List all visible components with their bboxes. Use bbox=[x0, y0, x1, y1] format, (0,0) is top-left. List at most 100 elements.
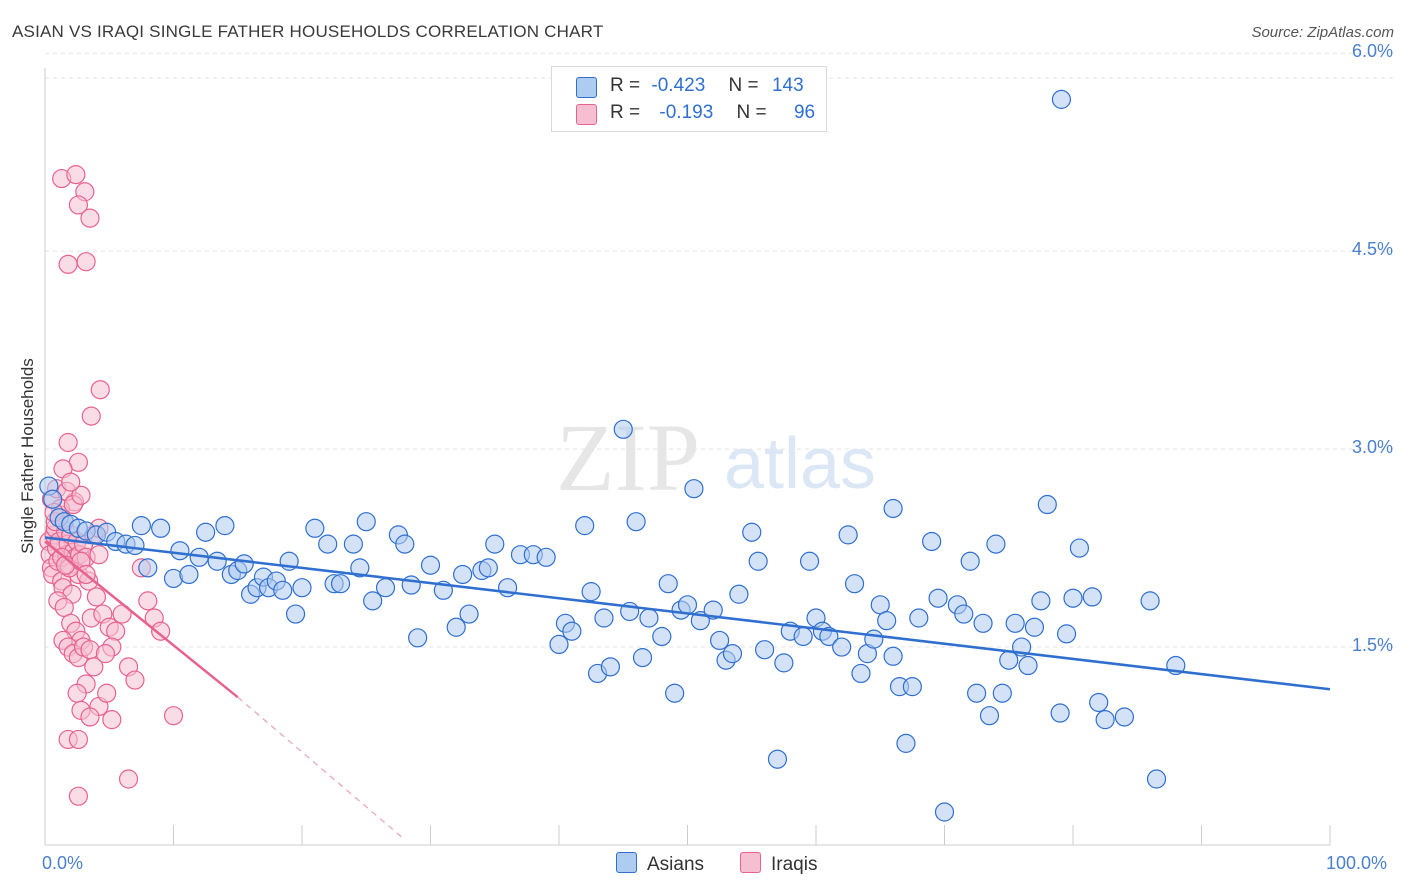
asian-point bbox=[1018, 655, 1038, 676]
iraqi-point bbox=[68, 786, 89, 806]
asian-point bbox=[626, 512, 646, 532]
x-tick-label-max: 100.0% bbox=[1326, 853, 1388, 873]
asian-point bbox=[658, 574, 678, 594]
asian-point bbox=[478, 558, 498, 578]
iraqi-point bbox=[89, 545, 109, 565]
asian-point bbox=[632, 648, 653, 668]
iraqi-point bbox=[106, 621, 126, 641]
iraqi-point bbox=[80, 707, 100, 727]
iraqi-point bbox=[71, 485, 91, 505]
asian-point bbox=[234, 554, 254, 574]
asian-point bbox=[639, 608, 659, 628]
asian-point bbox=[613, 419, 633, 439]
asian-point bbox=[395, 534, 415, 554]
asian-point bbox=[819, 626, 839, 647]
bottom-legend-label-asians: Asians bbox=[647, 854, 705, 875]
asian-point bbox=[684, 479, 704, 499]
asian-point bbox=[273, 580, 293, 600]
asian-point bbox=[170, 541, 190, 561]
legend-r-label: R = bbox=[610, 75, 641, 96]
x-tick-label-min: 0.0% bbox=[42, 853, 84, 873]
legend-r-value-asians: -0.423 bbox=[651, 75, 706, 96]
y-tick-label: 1.5% bbox=[1351, 635, 1393, 656]
asian-point bbox=[710, 630, 730, 651]
asian-point bbox=[883, 646, 903, 666]
iraqi-point bbox=[66, 165, 86, 185]
asian-point bbox=[729, 584, 749, 604]
iraqi-points bbox=[39, 165, 184, 806]
iraqi-point bbox=[81, 406, 101, 426]
iraqi-point bbox=[118, 769, 139, 789]
iraqi-point bbox=[58, 432, 78, 453]
asian-point bbox=[408, 628, 428, 648]
asian-point bbox=[1069, 538, 1090, 558]
asian-point bbox=[1051, 89, 1072, 109]
iraqi-point bbox=[58, 254, 78, 274]
trend-lines bbox=[44, 536, 1331, 841]
iraqis-trend-extension bbox=[237, 696, 406, 841]
asian-point bbox=[485, 534, 505, 554]
asian-point bbox=[844, 574, 865, 594]
asian-point bbox=[922, 531, 942, 552]
asian-point bbox=[992, 683, 1012, 703]
iraqi-point bbox=[86, 587, 107, 607]
correlation-legend: R = -0.423 N = 143 R = -0.193 N = 96 bbox=[551, 66, 827, 132]
asians-trend-line bbox=[44, 536, 1331, 691]
iraqi-point bbox=[68, 729, 89, 750]
iraqi-point bbox=[90, 380, 110, 400]
axes bbox=[44, 68, 1331, 846]
legend-r-label: R = bbox=[610, 102, 641, 123]
iraqi-point bbox=[95, 644, 115, 664]
asian-point bbox=[851, 663, 871, 684]
asian-point bbox=[979, 706, 1000, 726]
legend-n-value-asians: 143 bbox=[771, 75, 804, 96]
asian-point bbox=[196, 522, 216, 542]
asian-point bbox=[960, 551, 980, 571]
asian-point bbox=[793, 626, 813, 647]
asian-point bbox=[285, 604, 306, 624]
source-label: Source: ZipAtlas.com bbox=[1251, 24, 1394, 41]
asian-point bbox=[459, 604, 479, 624]
asian-point bbox=[581, 582, 601, 602]
asian-point bbox=[799, 551, 820, 571]
asian-point bbox=[1056, 624, 1077, 644]
asian-point bbox=[1146, 769, 1167, 789]
asian-point bbox=[446, 617, 466, 637]
asian-point bbox=[292, 578, 312, 598]
asian-point bbox=[1082, 587, 1102, 607]
asian-point bbox=[43, 489, 63, 509]
asian-point bbox=[375, 578, 396, 598]
iraqi-point bbox=[151, 621, 171, 641]
asian-point bbox=[575, 516, 595, 536]
asian-point bbox=[453, 564, 473, 585]
asian-point bbox=[1140, 591, 1160, 611]
iraqi-point bbox=[68, 195, 89, 215]
asian-point bbox=[1095, 710, 1115, 730]
asian-point bbox=[151, 518, 171, 538]
asian-point bbox=[138, 558, 158, 578]
asian-point bbox=[896, 733, 916, 753]
asian-point bbox=[125, 535, 145, 556]
asian-point bbox=[973, 613, 993, 633]
bottom-legend-asians: Asians bbox=[616, 852, 704, 876]
y-tick-label: 3.0% bbox=[1351, 437, 1393, 458]
legend-r-value-iraqis: -0.193 bbox=[659, 102, 714, 123]
asian-point bbox=[652, 626, 672, 647]
asian-point bbox=[207, 551, 227, 571]
asian-point bbox=[420, 555, 441, 575]
asian-point bbox=[677, 595, 698, 615]
watermark: ZIP atlas bbox=[556, 404, 876, 511]
asian-point bbox=[401, 575, 421, 595]
asian-point bbox=[774, 653, 794, 673]
bottom-legend-swatch-iraqis bbox=[740, 852, 761, 873]
asian-point bbox=[305, 518, 325, 538]
bottom-legend-iraqis: Iraqis bbox=[740, 852, 817, 876]
asian-point bbox=[356, 512, 376, 532]
asian-point bbox=[838, 525, 858, 545]
asian-point bbox=[549, 634, 569, 655]
legend-n-label: N = bbox=[728, 75, 759, 96]
iraqi-point bbox=[76, 252, 96, 272]
chart-title: ASIAN VS IRAQI SINGLE FATHER HOUSEHOLDS … bbox=[12, 22, 604, 41]
asian-point bbox=[363, 591, 383, 611]
watermark-atlas: atlas bbox=[724, 424, 876, 504]
